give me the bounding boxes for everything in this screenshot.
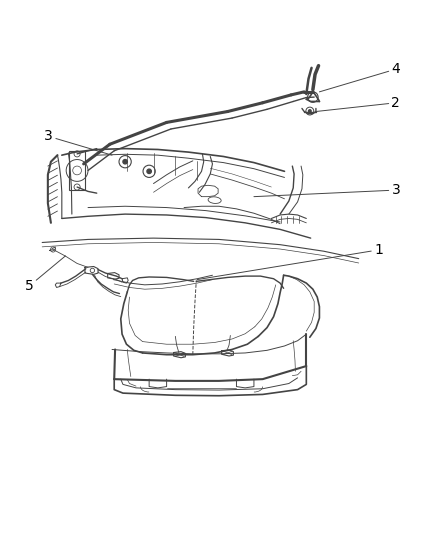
Bar <box>69 151 85 190</box>
Text: 2: 2 <box>316 96 400 111</box>
Text: 5: 5 <box>25 256 65 293</box>
Text: 3: 3 <box>254 183 400 197</box>
Circle shape <box>123 159 127 164</box>
Text: 3: 3 <box>44 130 112 155</box>
Circle shape <box>308 110 311 112</box>
Circle shape <box>147 169 151 174</box>
Text: 1: 1 <box>197 243 383 280</box>
Text: 4: 4 <box>319 62 400 92</box>
